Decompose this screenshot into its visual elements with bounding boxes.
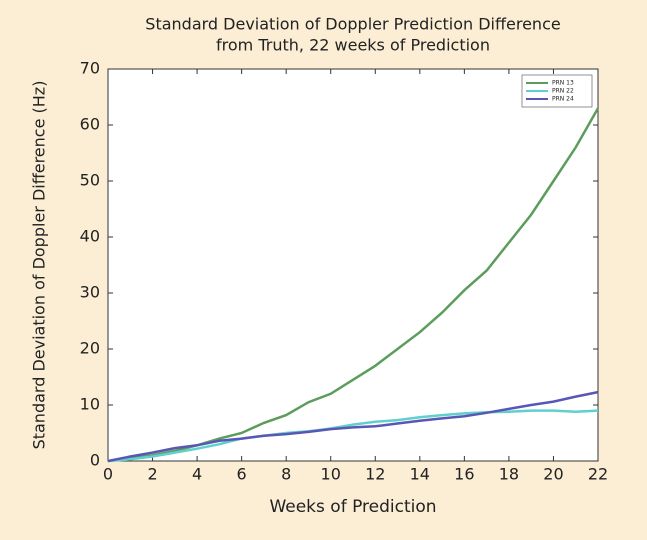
- y-axis-label: Standard Deviation of Doppler Difference…: [30, 81, 49, 450]
- legend-label: PRN 13: [552, 80, 574, 87]
- y-tick-label: 0: [90, 451, 100, 470]
- legend-label: PRN 22: [552, 88, 574, 95]
- plot-area: [107, 68, 599, 462]
- line-series: [107, 409, 599, 463]
- x-tick-label: 22: [588, 465, 608, 484]
- legend-label: PRN 24: [552, 96, 574, 103]
- y-tick-label: 20: [80, 339, 100, 358]
- y-tick-label: 60: [80, 115, 100, 134]
- x-tick-label: 18: [499, 465, 519, 484]
- x-axis-label: Weeks of Prediction: [269, 497, 436, 517]
- y-tick-label: 40: [80, 227, 100, 246]
- x-tick-label: 20: [543, 465, 563, 484]
- x-tick-label: 8: [281, 465, 291, 484]
- chart-title: Standard Deviation of Doppler Prediction…: [145, 15, 560, 34]
- x-tick-label: 14: [410, 465, 430, 484]
- y-tick-label: 10: [80, 395, 100, 414]
- y-tick-label: 70: [80, 59, 100, 78]
- x-tick-label: 6: [237, 465, 247, 484]
- x-tick-label: 4: [192, 465, 202, 484]
- line-series: [107, 390, 599, 463]
- x-tick-label: 10: [321, 465, 341, 484]
- y-tick-label: 50: [80, 171, 100, 190]
- chart-title: from Truth, 22 weeks of Prediction: [216, 36, 490, 55]
- x-tick-label: 0: [103, 465, 113, 484]
- x-tick-label: 2: [147, 465, 157, 484]
- x-tick-label: 12: [365, 465, 385, 484]
- y-tick-label: 30: [80, 283, 100, 302]
- x-tick-label: 16: [454, 465, 474, 484]
